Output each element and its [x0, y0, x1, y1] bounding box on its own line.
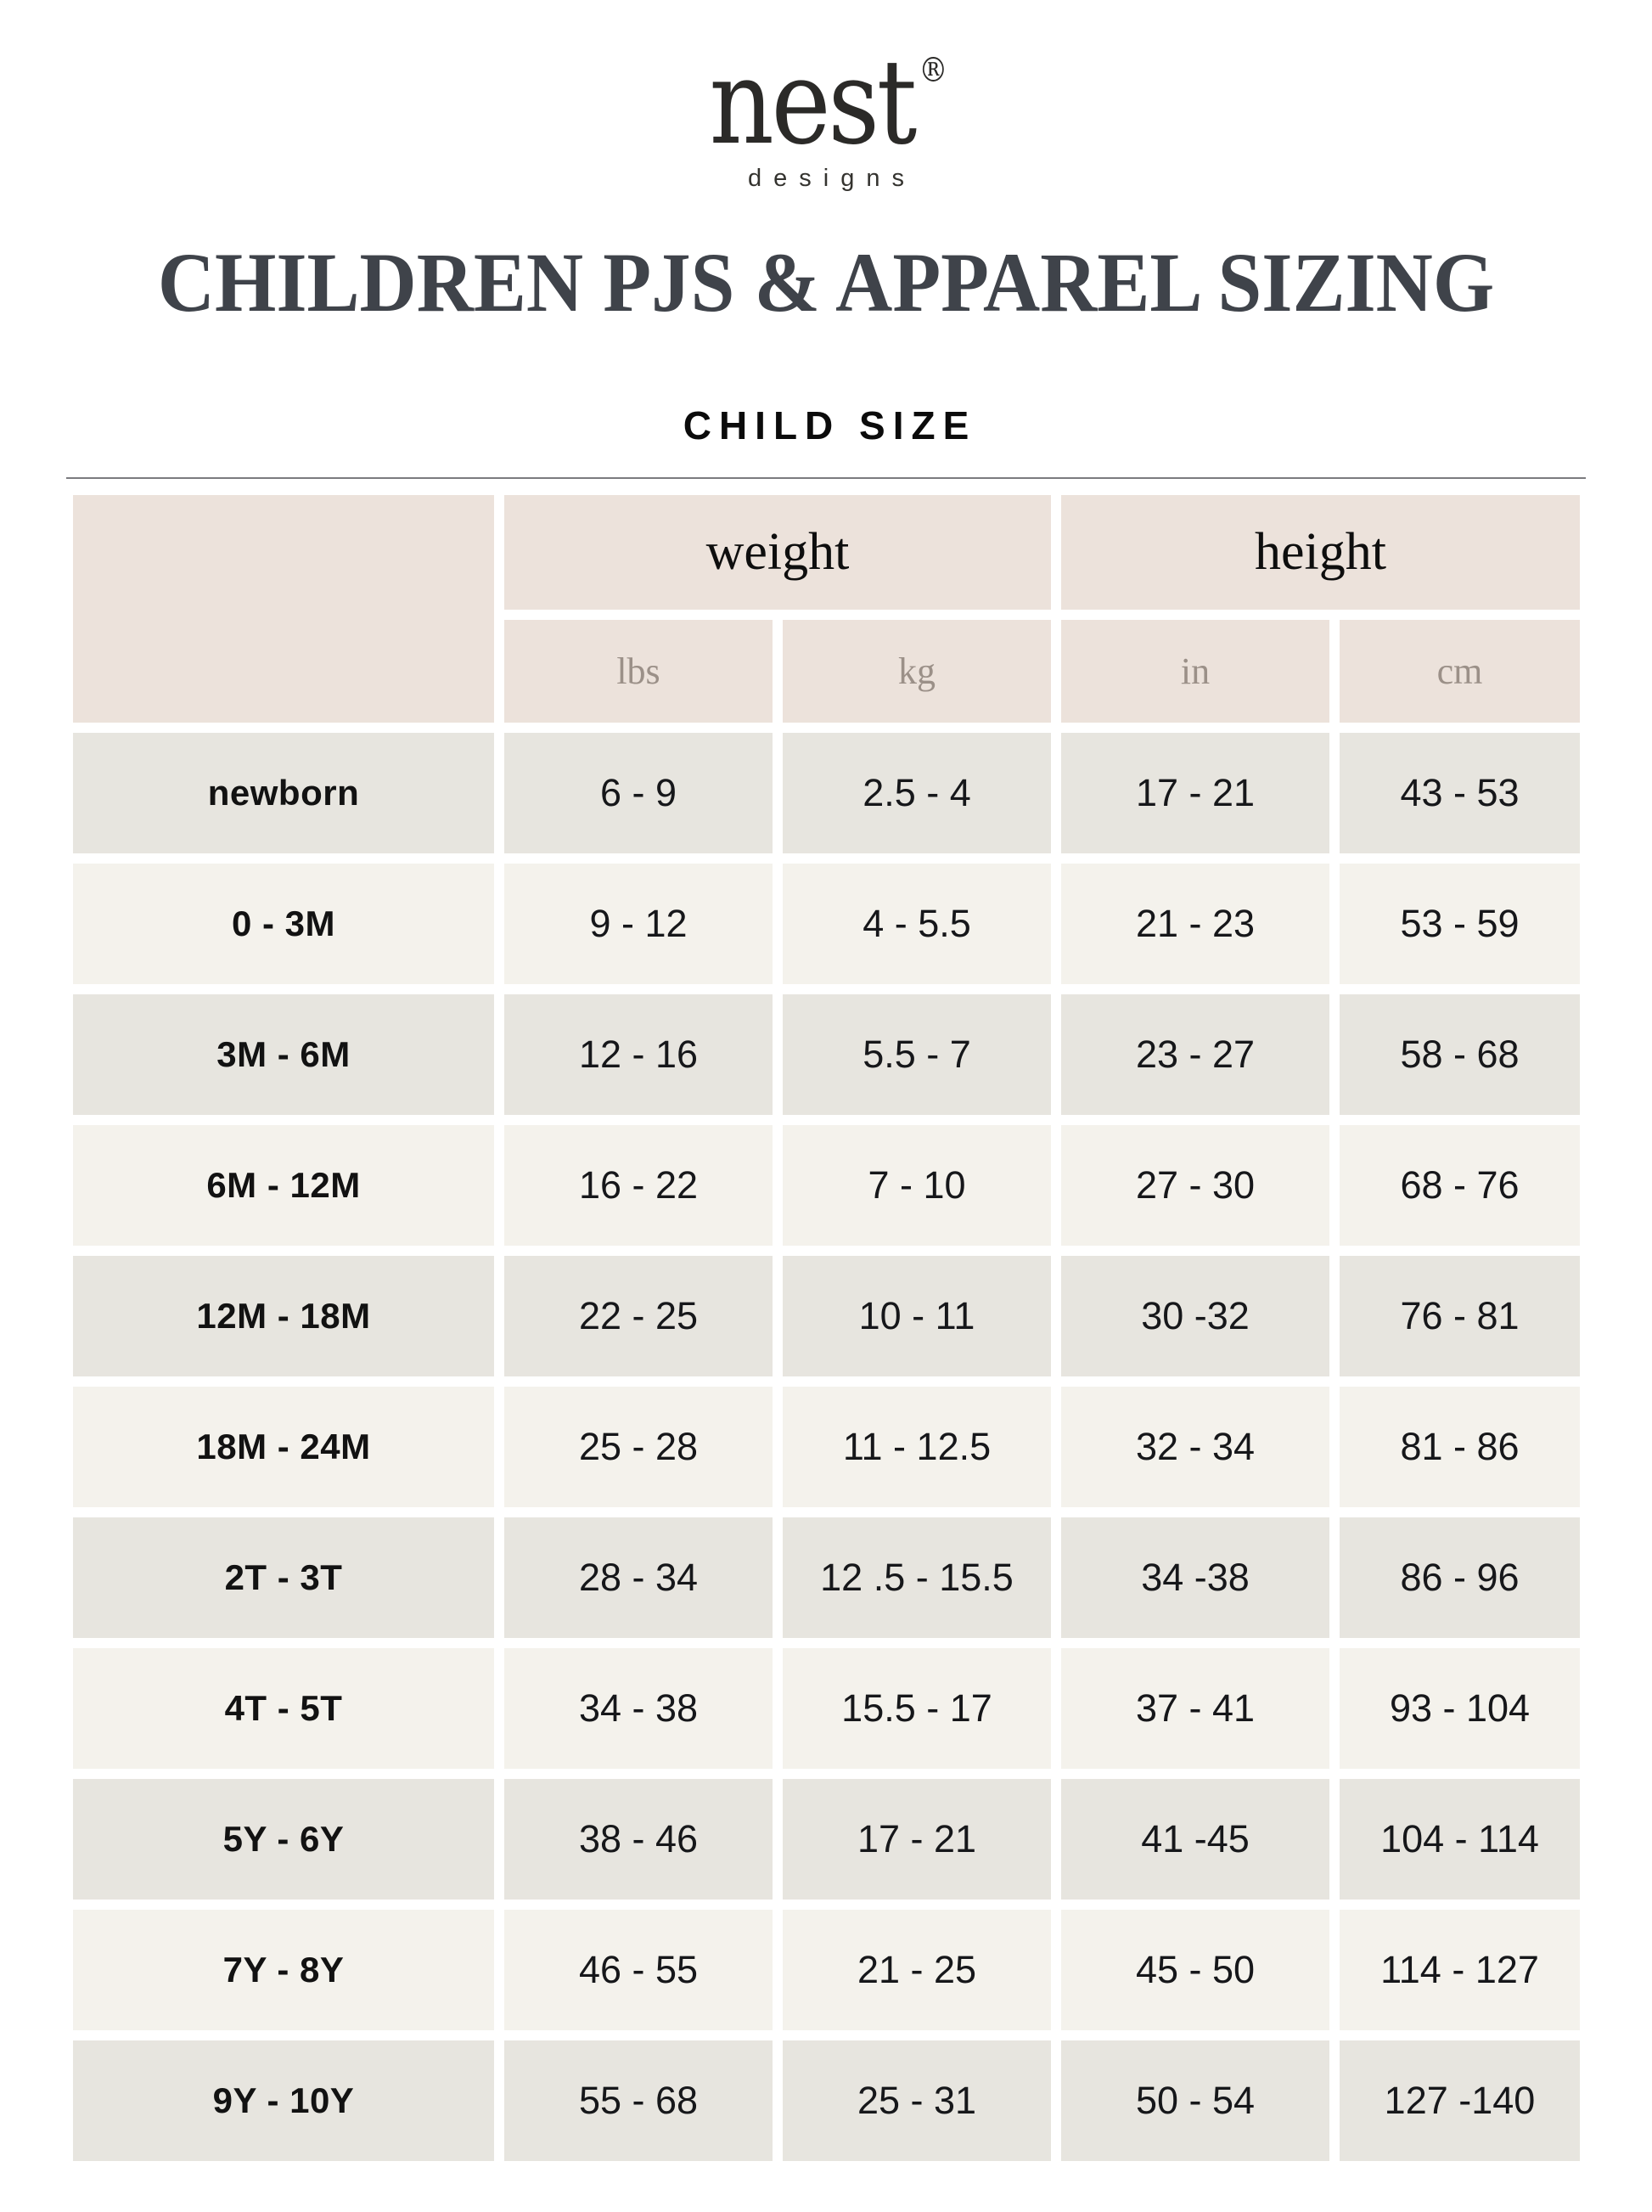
height-cm-value: 114 - 127 — [1340, 1910, 1580, 2030]
weight-kg-value: 2.5 - 4 — [783, 733, 1051, 853]
weight-kg-value: 11 - 12.5 — [783, 1387, 1051, 1507]
weight-lbs-value: 9 - 12 — [504, 864, 773, 984]
height-cm-value: 68 - 76 — [1340, 1125, 1580, 1246]
weight-kg-value: 21 - 25 — [783, 1910, 1051, 2030]
weight-lbs-value: 28 - 34 — [504, 1517, 773, 1638]
weight-lbs-value: 38 - 46 — [504, 1779, 773, 1900]
size-table: weight height lbs kg in cm newborn 6 - 9… — [73, 495, 1580, 2161]
unit-header-cm: cm — [1340, 620, 1580, 723]
weight-kg-value: 17 - 21 — [783, 1779, 1051, 1900]
height-in-value: 32 - 34 — [1061, 1387, 1329, 1507]
height-cm-value: 53 - 59 — [1340, 864, 1580, 984]
height-cm-value: 104 - 114 — [1340, 1779, 1580, 1900]
height-cm-value: 58 - 68 — [1340, 994, 1580, 1115]
size-row-label: 3M - 6M — [73, 994, 494, 1115]
size-row-label: 18M - 24M — [73, 1387, 494, 1507]
weight-kg-value: 7 - 10 — [783, 1125, 1051, 1246]
weight-lbs-value: 55 - 68 — [504, 2040, 773, 2161]
weight-kg-value: 15.5 - 17 — [783, 1648, 1051, 1769]
unit-header-in: in — [1061, 620, 1329, 723]
weight-kg-value: 12 .5 - 15.5 — [783, 1517, 1051, 1638]
height-cm-value: 93 - 104 — [1340, 1648, 1580, 1769]
height-in-value: 17 - 21 — [1061, 733, 1329, 853]
height-cm-value: 43 - 53 — [1340, 733, 1580, 853]
size-row-label: 6M - 12M — [73, 1125, 494, 1246]
brand-logo: nest ® designs — [0, 44, 1652, 193]
size-row-label: 12M - 18M — [73, 1256, 494, 1376]
divider-line — [66, 477, 1586, 479]
height-group-header: height — [1061, 495, 1580, 610]
size-row-label: 5Y - 6Y — [73, 1779, 494, 1900]
height-cm-value: 127 -140 — [1340, 2040, 1580, 2161]
weight-group-header: weight — [504, 495, 1051, 610]
size-row-label: 0 - 3M — [73, 864, 494, 984]
weight-lbs-value: 46 - 55 — [504, 1910, 773, 2030]
height-in-value: 50 - 54 — [1061, 2040, 1329, 2161]
height-cm-value: 76 - 81 — [1340, 1256, 1580, 1376]
registered-trademark-icon: ® — [918, 51, 948, 90]
height-in-value: 34 -38 — [1061, 1517, 1329, 1638]
weight-kg-value: 10 - 11 — [783, 1256, 1051, 1376]
unit-header-kg: kg — [783, 620, 1051, 723]
height-in-value: 37 - 41 — [1061, 1648, 1329, 1769]
height-in-value: 23 - 27 — [1061, 994, 1329, 1115]
unit-header-lbs: lbs — [504, 620, 773, 723]
weight-lbs-value: 12 - 16 — [504, 994, 773, 1115]
page-title: CHILDREN PJS & APPAREL SIZING — [157, 235, 1495, 329]
weight-kg-value: 5.5 - 7 — [783, 994, 1051, 1115]
brand-sub-wordmark: designs — [748, 165, 916, 192]
height-cm-value: 86 - 96 — [1340, 1517, 1580, 1638]
brand-name-text: nest — [709, 34, 917, 171]
size-row-label: newborn — [73, 733, 494, 853]
weight-kg-value: 4 - 5.5 — [783, 864, 1051, 984]
height-in-value: 41 -45 — [1061, 1779, 1329, 1900]
brand-wordmark: nest ® — [709, 44, 947, 161]
size-row-label: 7Y - 8Y — [73, 1910, 494, 2030]
weight-kg-value: 25 - 31 — [783, 2040, 1051, 2161]
section-title: CHILD SIZE — [683, 403, 977, 447]
height-in-value: 27 - 30 — [1061, 1125, 1329, 1246]
weight-lbs-value: 22 - 25 — [504, 1256, 773, 1376]
size-row-label: 2T - 3T — [73, 1517, 494, 1638]
corner-cell — [73, 495, 494, 723]
height-cm-value: 81 - 86 — [1340, 1387, 1580, 1507]
weight-lbs-value: 25 - 28 — [504, 1387, 773, 1507]
height-in-value: 30 -32 — [1061, 1256, 1329, 1376]
weight-lbs-value: 16 - 22 — [504, 1125, 773, 1246]
height-in-value: 45 - 50 — [1061, 1910, 1329, 2030]
size-row-label: 9Y - 10Y — [73, 2040, 494, 2161]
size-row-label: 4T - 5T — [73, 1648, 494, 1769]
weight-lbs-value: 6 - 9 — [504, 733, 773, 853]
weight-lbs-value: 34 - 38 — [504, 1648, 773, 1769]
height-in-value: 21 - 23 — [1061, 864, 1329, 984]
